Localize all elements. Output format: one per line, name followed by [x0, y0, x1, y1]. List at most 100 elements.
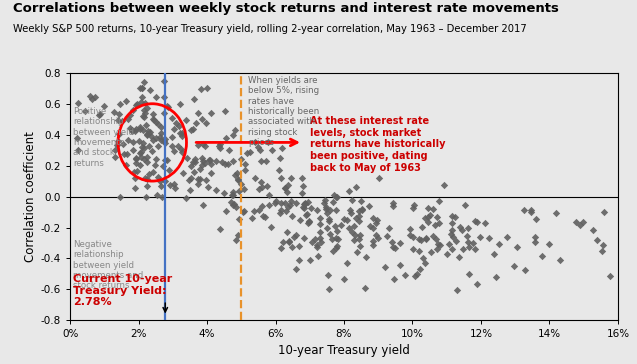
- Point: [234, 216, 244, 222]
- Point: [203, 184, 213, 190]
- Point: [114, 131, 124, 137]
- Point: [139, 146, 149, 151]
- Point: [250, 139, 260, 145]
- Point: [73, 100, 83, 106]
- Point: [351, 215, 361, 221]
- Point: [389, 203, 399, 209]
- Point: [142, 131, 152, 137]
- Point: [274, 167, 284, 173]
- Point: [315, 229, 325, 235]
- Point: [434, 220, 444, 226]
- Point: [157, 194, 168, 199]
- Point: [226, 199, 236, 205]
- Point: [161, 178, 171, 184]
- Point: [298, 183, 308, 189]
- Point: [455, 224, 465, 230]
- Point: [159, 136, 169, 142]
- Point: [87, 96, 97, 102]
- Point: [147, 116, 157, 122]
- Point: [460, 202, 470, 208]
- Point: [135, 126, 145, 132]
- Point: [423, 219, 433, 225]
- Point: [240, 161, 250, 167]
- Point: [155, 138, 166, 143]
- Point: [185, 163, 196, 169]
- Point: [445, 231, 455, 237]
- Point: [85, 93, 96, 99]
- Point: [152, 143, 162, 149]
- Point: [261, 158, 271, 164]
- Point: [206, 110, 216, 116]
- Point: [281, 208, 291, 214]
- Point: [284, 238, 294, 244]
- Point: [257, 184, 267, 190]
- Point: [415, 266, 426, 272]
- Point: [276, 200, 286, 206]
- Point: [136, 154, 147, 160]
- Point: [299, 236, 310, 241]
- Point: [224, 147, 234, 153]
- Point: [346, 210, 356, 216]
- Point: [201, 143, 211, 149]
- Point: [188, 159, 198, 165]
- Point: [215, 226, 225, 232]
- Point: [197, 155, 207, 161]
- Point: [128, 147, 138, 153]
- Point: [420, 215, 430, 221]
- Point: [537, 253, 547, 259]
- Point: [325, 231, 335, 237]
- Point: [227, 192, 238, 198]
- Point: [315, 235, 325, 241]
- Point: [526, 207, 536, 213]
- Point: [447, 234, 457, 240]
- Point: [171, 120, 182, 126]
- Text: Correlations between weekly stock returns and interest rate movements: Correlations between weekly stock return…: [13, 2, 559, 15]
- Point: [159, 94, 169, 99]
- Point: [231, 127, 241, 133]
- Point: [197, 162, 208, 168]
- Point: [338, 216, 348, 222]
- Point: [72, 135, 82, 141]
- Point: [464, 244, 475, 250]
- Point: [151, 94, 161, 100]
- Point: [303, 220, 313, 226]
- Point: [262, 183, 272, 189]
- Point: [132, 101, 142, 107]
- Point: [266, 225, 276, 230]
- Point: [349, 237, 359, 242]
- Point: [159, 78, 169, 83]
- Point: [435, 242, 445, 248]
- Point: [464, 271, 474, 277]
- Point: [206, 170, 216, 176]
- Point: [170, 185, 180, 191]
- Point: [254, 207, 264, 213]
- Point: [357, 206, 367, 212]
- Point: [360, 285, 370, 291]
- Point: [332, 243, 342, 249]
- Point: [285, 202, 295, 208]
- Point: [261, 214, 271, 220]
- Point: [118, 142, 128, 147]
- Point: [123, 137, 133, 143]
- Point: [138, 113, 148, 119]
- Point: [592, 237, 603, 243]
- Point: [238, 209, 248, 215]
- Point: [433, 241, 443, 247]
- Point: [233, 176, 243, 182]
- Point: [134, 85, 145, 91]
- Point: [138, 140, 148, 146]
- Point: [475, 234, 485, 240]
- Point: [219, 190, 229, 195]
- Point: [160, 141, 170, 146]
- Point: [167, 115, 177, 121]
- Point: [198, 158, 208, 164]
- Point: [144, 143, 154, 149]
- Point: [294, 243, 304, 249]
- Point: [263, 139, 273, 145]
- Point: [186, 175, 196, 181]
- Point: [253, 144, 263, 150]
- Point: [320, 197, 330, 203]
- Point: [322, 210, 333, 216]
- Point: [152, 192, 162, 198]
- Point: [417, 237, 427, 242]
